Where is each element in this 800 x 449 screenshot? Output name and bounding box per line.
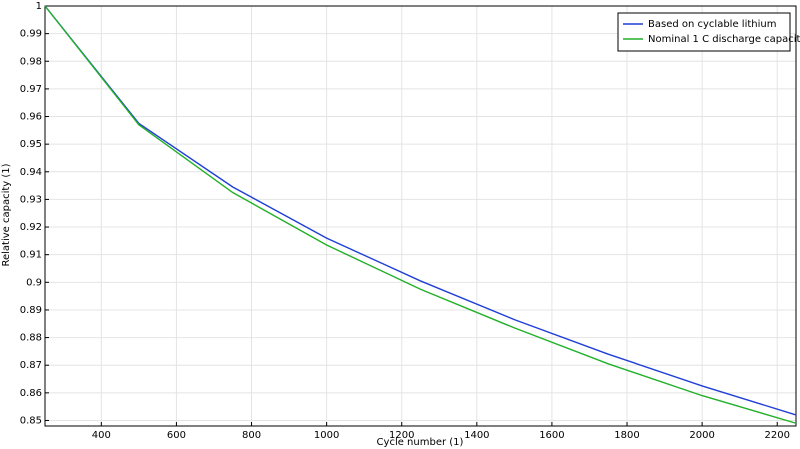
- legend-label: Based on cyclable lithium: [648, 19, 776, 30]
- x-tick-label: 2000: [689, 430, 714, 441]
- x-tick-label: 2200: [764, 430, 789, 441]
- x-tick-label: 600: [167, 430, 186, 441]
- x-tick-label: 1600: [539, 430, 564, 441]
- x-tick-label: 400: [92, 430, 111, 441]
- legend-box: [617, 12, 791, 52]
- y-axis-label: Relative capacity (1): [1, 163, 12, 266]
- x-tick-label: 1000: [314, 430, 339, 441]
- y-tick-label: 1: [36, 1, 42, 12]
- y-tick-label: 0.89: [20, 305, 42, 316]
- x-tick-label: 800: [242, 430, 261, 441]
- y-tick-label: 0.9: [26, 277, 42, 288]
- y-tick-label: 0.85: [20, 415, 42, 426]
- plot-frame: [44, 5, 797, 427]
- y-tick-label: 0.95: [20, 139, 42, 150]
- data-line: [44, 5, 797, 424]
- y-tick-label: 0.87: [20, 360, 42, 371]
- y-tick-label: 0.98: [20, 56, 42, 67]
- x-tick-label: 1200: [389, 430, 414, 441]
- data-line: [44, 5, 797, 416]
- y-tick-label: 0.97: [20, 84, 42, 95]
- legend-label: Nominal 1 C discharge capacity: [648, 34, 800, 45]
- y-tick-label: 0.91: [20, 250, 42, 261]
- y-tick-label: 0.88: [20, 333, 42, 344]
- y-tick-label: 0.86: [20, 388, 42, 399]
- x-tick-label: 1400: [464, 430, 489, 441]
- legend: Based on cyclable lithium Nominal 1 C dis…: [617, 12, 800, 52]
- x-tick-label: 1800: [614, 430, 639, 441]
- x-axis-label: Cycle number (1): [377, 437, 464, 448]
- y-tick-label: 0.94: [20, 167, 42, 178]
- y-tick-label: 0.93: [20, 194, 42, 205]
- y-tick-label: 0.92: [20, 222, 42, 233]
- y-tick-label: 0.99: [20, 29, 42, 40]
- y-tick-label: 0.96: [20, 112, 42, 123]
